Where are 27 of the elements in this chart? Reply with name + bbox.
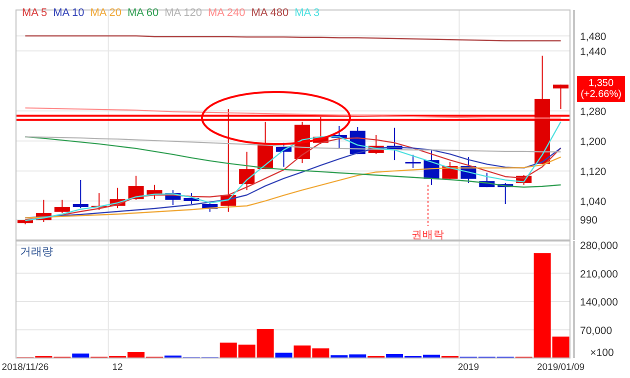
x-tick-label: 2019/01/09 xyxy=(536,362,585,373)
y-tick-label: 990 xyxy=(580,214,598,227)
y-tick-label: 1,200 xyxy=(580,136,606,148)
text: MA 10 xyxy=(53,7,84,19)
text: MA 5 xyxy=(22,7,48,19)
y-tick-label: 70,000 xyxy=(580,324,612,337)
y-tick-label: 280,000 xyxy=(580,240,618,252)
text: 거래량 xyxy=(20,246,53,258)
y-tick-label: 1,040 xyxy=(580,196,606,208)
x-tick-label: 2019 xyxy=(458,362,480,373)
text: 1,350 (+2.66%) xyxy=(580,78,622,100)
y-tick-label: 210,000 xyxy=(580,268,618,280)
text: MA 60 xyxy=(127,7,159,19)
text: MA 3 xyxy=(294,7,320,19)
y-axis-title: ×100 xyxy=(590,347,614,359)
text: MA 120 xyxy=(164,7,202,19)
y-tick-label: 1,480 xyxy=(580,30,606,43)
x-tick-label: 12 xyxy=(112,362,123,373)
y-tick-label: 140,000 xyxy=(580,296,618,309)
y-tick-label: 1,120 xyxy=(580,166,606,178)
annotation: 권배락 xyxy=(412,229,444,241)
y-tick-label: 1,280 xyxy=(580,106,606,118)
text: MA 20 xyxy=(90,7,122,19)
series-label: MA 480 xyxy=(251,7,289,19)
x-tick-label: 2018/11/26 xyxy=(2,362,49,373)
text: MA 240 xyxy=(208,7,246,19)
y-tick-label: 1,440 xyxy=(580,46,606,58)
